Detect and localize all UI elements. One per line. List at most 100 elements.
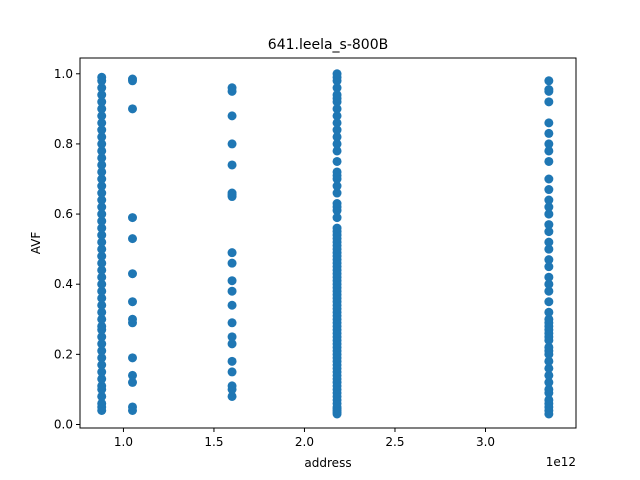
data-point	[97, 300, 107, 310]
data-point	[97, 374, 107, 384]
data-point	[97, 118, 107, 128]
x-tick-label: 1.0	[114, 435, 133, 449]
data-point	[332, 167, 342, 177]
chart-title: 641.leela_s-800B	[268, 37, 388, 53]
data-point	[227, 356, 237, 366]
data-point	[544, 356, 554, 366]
data-point	[544, 342, 554, 352]
data-point	[332, 146, 342, 156]
data-point	[97, 293, 107, 303]
data-point	[128, 297, 137, 307]
data-point	[97, 398, 107, 408]
data-point	[97, 381, 107, 391]
data-point	[332, 118, 342, 128]
data-point	[97, 314, 107, 324]
data-point	[97, 216, 107, 226]
data-point	[544, 174, 554, 184]
data-point	[332, 199, 342, 209]
data-point	[332, 181, 342, 191]
data-point	[544, 262, 554, 272]
data-point	[227, 286, 237, 296]
data-point	[97, 360, 107, 370]
data-point	[544, 279, 554, 289]
data-point	[227, 160, 237, 170]
data-point	[97, 367, 107, 377]
data-point	[97, 83, 107, 93]
plot-area-frame	[79, 57, 577, 429]
data-point	[227, 332, 237, 342]
y-axis-label: AVF	[29, 232, 43, 255]
data-point	[97, 181, 107, 191]
data-point	[544, 76, 554, 86]
data-point	[97, 353, 107, 363]
data-point	[128, 353, 137, 363]
data-point	[128, 377, 137, 387]
data-point	[332, 188, 342, 198]
x-axis-label: address	[304, 456, 351, 470]
data-point	[97, 339, 107, 349]
data-point	[544, 209, 554, 219]
data-point	[97, 391, 107, 401]
data-point	[544, 244, 554, 254]
x-tick-label: 3.0	[476, 435, 495, 449]
data-point	[97, 230, 107, 240]
data-point	[97, 223, 107, 233]
x-tick-label: 2.5	[385, 435, 404, 449]
data-point	[227, 318, 237, 328]
data-point	[128, 314, 137, 324]
data-point	[97, 237, 107, 247]
data-point	[332, 213, 342, 223]
data-point	[544, 202, 554, 212]
data-point	[227, 300, 237, 310]
data-point	[544, 272, 554, 282]
data-point	[97, 97, 107, 107]
data-point	[97, 195, 107, 205]
data-point	[332, 83, 342, 93]
data-point	[544, 384, 554, 394]
y-tick-label: 0.0	[54, 417, 73, 431]
data-point	[544, 195, 554, 205]
data-point	[97, 72, 107, 82]
data-point	[544, 237, 554, 247]
data-point	[97, 244, 107, 254]
data-point	[97, 272, 107, 282]
data-point	[332, 69, 342, 79]
data-point	[544, 377, 554, 387]
data-point	[97, 202, 107, 212]
data-point	[544, 220, 554, 230]
data-point	[128, 370, 137, 380]
data-point	[544, 118, 554, 128]
data-point	[332, 104, 342, 114]
y-tick-label: 0.2	[54, 347, 73, 361]
data-point	[227, 139, 237, 149]
data-point	[544, 395, 554, 405]
data-point	[128, 74, 137, 84]
data-point	[97, 132, 107, 142]
data-point	[544, 307, 554, 317]
data-point	[544, 85, 554, 95]
data-point	[544, 255, 554, 265]
data-point	[227, 83, 237, 93]
data-point	[544, 146, 554, 156]
data-point	[544, 370, 554, 380]
y-axis-ticks: 0.0 0.2 0.4 0.6 0.8 1.0	[54, 67, 80, 431]
data-point	[97, 286, 107, 296]
y-tick-label: 1.0	[54, 67, 73, 81]
data-point	[227, 258, 237, 268]
data-point	[128, 269, 137, 279]
data-points	[97, 69, 554, 419]
x-tick-label: 1.5	[204, 435, 223, 449]
data-point	[97, 160, 107, 170]
data-point	[227, 248, 237, 258]
data-point	[332, 90, 342, 100]
data-point	[97, 167, 107, 177]
data-point	[128, 213, 137, 223]
data-point	[227, 339, 237, 349]
data-point	[227, 381, 237, 391]
data-point	[332, 223, 342, 233]
data-point	[97, 307, 107, 317]
data-point	[544, 363, 554, 373]
data-point	[227, 276, 237, 286]
data-point	[544, 314, 554, 324]
